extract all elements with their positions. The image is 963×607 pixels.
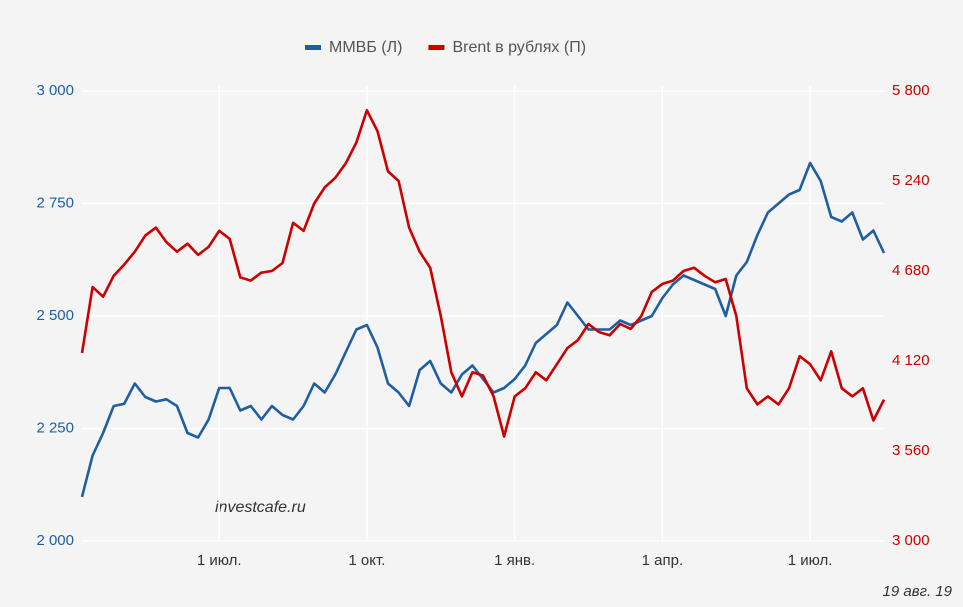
- x-tick-label: 1 июл.: [788, 552, 833, 569]
- series-line: [80, 109, 886, 438]
- date-label: 19 авг. 19: [883, 583, 953, 600]
- legend-label: ММВБ (Л): [329, 39, 402, 56]
- y2-tick-label: 4 680: [892, 262, 930, 279]
- x-tick-label: 1 июл.: [197, 552, 242, 569]
- y-tick-label: 2 250: [36, 419, 74, 436]
- legend-label: Brent в рублях (П): [452, 39, 586, 56]
- y-tick-label: 2 500: [36, 307, 74, 324]
- x-tick-label: 1 апр.: [642, 552, 683, 569]
- legend-swatch: [305, 45, 321, 50]
- series-line: [80, 161, 886, 498]
- y2-tick-label: 4 120: [892, 352, 930, 369]
- x-tick-label: 1 окт.: [348, 552, 385, 569]
- watermark: investcafe.ru: [215, 499, 306, 516]
- y2-tick-label: 3 560: [892, 442, 930, 459]
- y-tick-label: 3 000: [36, 82, 74, 99]
- y-tick-label: 2 000: [36, 532, 74, 549]
- legend-swatch: [428, 45, 445, 50]
- y-tick-label: 2 750: [36, 194, 74, 211]
- y2-tick-label: 5 240: [892, 172, 930, 189]
- x-tick-label: 1 янв.: [494, 552, 535, 569]
- y2-tick-label: 3 000: [892, 532, 930, 549]
- y2-tick-label: 5 800: [892, 82, 930, 99]
